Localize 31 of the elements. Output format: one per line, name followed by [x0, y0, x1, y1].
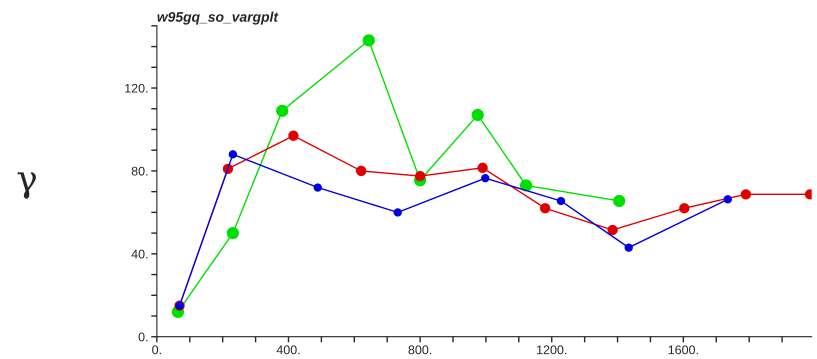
point	[288, 130, 299, 141]
point	[556, 196, 566, 206]
point	[607, 224, 618, 236]
x-tick-label: 800.	[408, 345, 432, 354]
point	[356, 166, 366, 176]
x-tick-label: 0.	[152, 345, 161, 354]
point	[679, 203, 690, 214]
point	[613, 194, 626, 208]
point	[276, 104, 288, 117]
x-tick-label: 1600.	[668, 345, 698, 354]
y-tick-label: 40.	[131, 250, 148, 258]
x-tick-label: 1200.	[537, 345, 566, 354]
y-axis-title: γ	[17, 172, 36, 199]
point	[414, 170, 426, 182]
y-tick-label: 120.	[125, 84, 148, 93]
point	[481, 174, 490, 182]
point	[740, 189, 752, 200]
point	[724, 195, 732, 204]
point	[226, 227, 239, 240]
point	[477, 162, 488, 173]
point	[314, 183, 322, 192]
point	[362, 34, 375, 46]
point	[394, 208, 402, 217]
point	[472, 108, 484, 122]
chart-title: w95gq_so_vargplt	[158, 12, 279, 25]
point	[540, 203, 550, 214]
point	[228, 150, 238, 159]
y-tick-label: 80.	[132, 166, 148, 176]
point	[624, 243, 633, 252]
y-tick-label: 0.	[138, 332, 148, 342]
x-tick-label: 400.	[276, 345, 300, 354]
